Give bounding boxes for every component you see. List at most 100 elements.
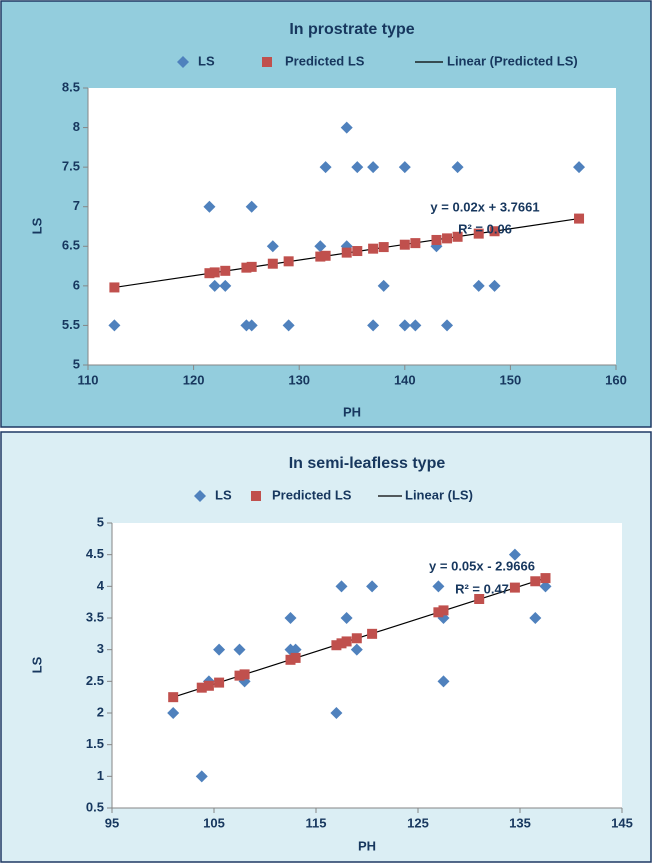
x-tick-label: 105 (203, 815, 225, 830)
data-point (203, 200, 216, 213)
y-tick-label: 3 (97, 641, 104, 656)
y-tick-label: 5 (73, 356, 80, 371)
data-point (108, 319, 121, 332)
data-point (367, 628, 378, 639)
y-tick-label: 6 (73, 277, 80, 292)
y-tick-label: 8 (73, 119, 80, 134)
x-tick-label: 160 (605, 372, 627, 387)
data-point (574, 213, 585, 224)
x-axis-title: PH (343, 404, 361, 419)
data-point (442, 233, 453, 244)
chart-title: In prostrate type (289, 21, 414, 38)
data-point (351, 633, 362, 644)
data-point (233, 643, 246, 656)
data-point (472, 279, 485, 292)
data-point (340, 121, 353, 134)
data-point (433, 607, 444, 618)
data-point (246, 261, 257, 272)
legend-marker (262, 57, 272, 67)
trend-equation: y = 0.05x - 2.9666 (429, 558, 535, 573)
x-tick-label: 145 (611, 815, 633, 830)
data-point (409, 319, 422, 332)
plot-area (112, 523, 622, 808)
data-point (341, 636, 352, 647)
x-axis-title: PH (358, 838, 376, 853)
y-axis-title: LS (29, 217, 44, 234)
data-point (398, 319, 411, 332)
data-point (315, 251, 326, 262)
data-point (451, 161, 464, 174)
data-point (336, 638, 347, 649)
data-point (220, 265, 231, 276)
data-point (368, 243, 379, 254)
y-tick-label: 5 (97, 514, 104, 529)
data-point (529, 612, 542, 624)
data-point (399, 239, 410, 250)
data-point (508, 548, 521, 561)
data-point (330, 707, 343, 719)
data-point (208, 279, 221, 292)
x-tick-label: 135 (509, 815, 531, 830)
legend-label: LS (198, 53, 215, 68)
data-point (219, 279, 232, 292)
x-tick-label: 150 (500, 372, 522, 387)
data-point (438, 605, 449, 616)
data-point (204, 268, 215, 279)
x-tick-label: 130 (288, 372, 310, 387)
y-tick-label: 2.5 (86, 673, 104, 688)
y-tick-label: 7.5 (62, 159, 80, 174)
legend-label: LS (215, 487, 232, 502)
data-point (540, 573, 551, 584)
y-axis-title: LS (29, 656, 44, 673)
data-point (539, 580, 552, 593)
data-point (285, 654, 296, 665)
data-point (398, 161, 411, 174)
data-point (488, 279, 501, 292)
trend-r-squared: R² = 0.06 (458, 221, 512, 236)
y-tick-label: 4 (97, 578, 105, 593)
x-tick-label: 120 (183, 372, 205, 387)
y-tick-label: 0.5 (86, 799, 104, 814)
legend-label: Predicted LS (285, 53, 365, 68)
data-point (432, 580, 445, 593)
y-tick-label: 7 (73, 198, 80, 213)
x-tick-label: 110 (78, 372, 99, 387)
y-tick-label: 6.5 (62, 238, 80, 253)
data-point (335, 580, 348, 593)
data-point (196, 682, 207, 693)
legend-marker (251, 491, 261, 501)
data-point (245, 200, 258, 213)
x-tick-label: 125 (407, 815, 429, 830)
data-point (284, 612, 297, 624)
legend-marker (194, 490, 206, 502)
data-point (214, 677, 225, 688)
data-point (474, 594, 485, 604)
data-point (320, 250, 331, 261)
data-point (109, 282, 120, 293)
data-point (377, 279, 390, 292)
trend-equation: y = 0.02x + 3.7661 (430, 199, 539, 214)
trend-r-squared: R² = 0.47 (455, 581, 509, 596)
x-tick-label: 95 (105, 815, 119, 830)
x-tick-label: 115 (306, 815, 327, 830)
data-point (452, 231, 463, 242)
data-point (195, 770, 208, 783)
data-point (437, 675, 450, 688)
chart-title: In semi-leafless type (289, 455, 446, 472)
data-point (367, 319, 380, 332)
data-point (168, 692, 179, 703)
data-point (352, 246, 363, 257)
data-point (341, 247, 352, 258)
data-point (289, 643, 302, 656)
data-point (367, 161, 380, 174)
legend-label: Linear (Predicted LS) (447, 53, 578, 68)
data-point (213, 643, 226, 656)
data-point (331, 640, 342, 651)
data-point (282, 319, 295, 332)
data-point (350, 643, 363, 656)
y-tick-label: 5.5 (62, 317, 80, 332)
data-point (351, 161, 364, 174)
x-tick-label: 140 (394, 372, 416, 387)
